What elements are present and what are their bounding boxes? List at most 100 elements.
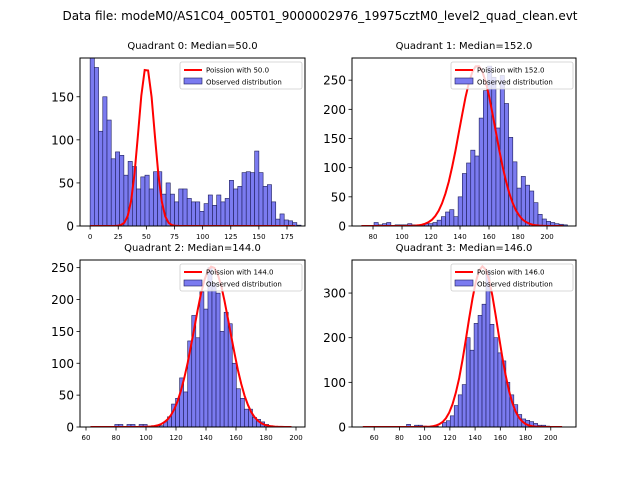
- histogram-bar: [499, 75, 505, 226]
- x-tick-label: 120: [169, 434, 182, 442]
- histogram-bar: [485, 270, 491, 427]
- legend-label-observed: Observed distribution: [206, 79, 282, 87]
- x-tick-label: 60: [82, 434, 91, 442]
- histogram-bar: [441, 216, 446, 226]
- x-tick-label: 50: [142, 233, 151, 241]
- histogram-bar: [483, 90, 488, 226]
- histogram-bar: [195, 337, 201, 427]
- axes-frame: [79, 259, 306, 428]
- y-tick-label: 50: [331, 190, 346, 204]
- x-tick-label: 80: [369, 233, 378, 241]
- histogram-bar: [279, 213, 285, 226]
- histogram-bar: [240, 398, 245, 427]
- histogram-bar: [473, 323, 479, 427]
- y-tick-label: 100: [51, 357, 74, 371]
- x-tick-label: 175: [280, 233, 293, 241]
- x-tick-label: 75: [170, 233, 179, 241]
- subplot-title: Quadrant 2: Median=144.0: [124, 243, 261, 254]
- legend-label-observed: Observed distribution: [477, 281, 553, 289]
- histogram-bar: [481, 303, 487, 427]
- y-tick-label: 200: [323, 331, 346, 345]
- histogram-bar: [470, 149, 476, 226]
- histogram-bar: [102, 96, 108, 226]
- histogram-bar: [258, 172, 264, 226]
- legend-box: [179, 61, 303, 90]
- y-tick-label: 0: [338, 220, 346, 234]
- histogram-bar: [461, 384, 467, 427]
- histogram-bar: [219, 331, 225, 427]
- histogram-bar: [148, 188, 154, 226]
- histogram-bar: [436, 219, 442, 226]
- y-tick-label: 250: [323, 74, 346, 88]
- histogram-bar: [432, 222, 438, 226]
- histogram-bar: [212, 205, 217, 226]
- poisson-curve: [90, 68, 295, 226]
- histogram-bar: [144, 174, 150, 226]
- poisson-curve: [361, 65, 563, 226]
- histogram-bar: [207, 194, 213, 226]
- histogram-bar: [497, 352, 503, 427]
- histogram-bar: [195, 201, 201, 226]
- histogram-bar: [512, 161, 518, 226]
- y-tick-label: 100: [323, 376, 346, 390]
- histogram-bar: [233, 188, 239, 226]
- histogram-bar: [229, 180, 234, 226]
- histogram-bar: [199, 211, 205, 226]
- histogram-bar: [203, 308, 209, 427]
- y-tick-label: 250: [51, 261, 74, 275]
- histogram-bar: [453, 216, 459, 226]
- histogram-bar: [223, 311, 229, 427]
- x-tick-label: 140: [199, 434, 212, 442]
- histogram-bar: [153, 171, 158, 226]
- x-tick-label: 150: [252, 233, 265, 241]
- histogram-bar: [140, 176, 146, 226]
- histogram-bar: [465, 337, 471, 427]
- histogram-bar: [98, 130, 104, 226]
- legend-box: [179, 263, 303, 292]
- histogram-bar: [262, 186, 268, 226]
- y-tick-label: 150: [323, 132, 346, 146]
- x-tick-label: 120: [443, 434, 456, 442]
- x-tick-label: 80: [112, 434, 121, 442]
- x-tick-label: 140: [468, 434, 481, 442]
- y-tick-label: 150: [51, 90, 74, 104]
- x-tick-label: 200: [289, 434, 302, 442]
- poisson-curve: [362, 264, 563, 427]
- y-tick-label: 200: [323, 103, 346, 117]
- histogram-bar: [136, 188, 142, 226]
- x-tick-label: 0: [88, 233, 92, 241]
- histogram-bar: [115, 151, 120, 226]
- histogram-bar: [236, 388, 241, 427]
- histogram-bar: [442, 422, 447, 427]
- histogram-bar: [292, 222, 298, 226]
- legend-label-observed: Observed distribution: [206, 281, 282, 289]
- x-tick-label: 100: [418, 434, 431, 442]
- y-tick-label: 150: [51, 325, 74, 339]
- histogram-bar: [199, 291, 205, 427]
- histogram-bar: [231, 362, 237, 427]
- x-tick-label: 140: [453, 233, 466, 241]
- histogram-bar: [224, 198, 230, 226]
- histogram-bar: [207, 267, 213, 427]
- x-tick-label: 160: [494, 434, 507, 442]
- histogram-bar: [267, 184, 272, 226]
- y-tick-label: 0: [338, 421, 346, 435]
- histogram-bar: [241, 172, 247, 226]
- histogram-bar: [110, 158, 116, 226]
- x-tick-label: 160: [229, 434, 242, 442]
- histogram-bar: [373, 222, 379, 226]
- y-tick-label: 0: [66, 220, 74, 234]
- axes-frame: [351, 259, 577, 428]
- histogram-bar: [254, 150, 260, 226]
- x-tick-label: 180: [519, 434, 532, 442]
- histogram-bar: [215, 292, 221, 427]
- x-tick-label: 160: [482, 233, 495, 241]
- y-tick-label: 200: [51, 293, 74, 307]
- histogram-bar: [178, 188, 184, 226]
- legend-bar-swatch: [454, 77, 474, 85]
- histogram-bar: [245, 171, 251, 226]
- histogram-bar: [491, 76, 497, 226]
- histogram-bar: [462, 173, 467, 226]
- histogram-bar: [216, 194, 222, 226]
